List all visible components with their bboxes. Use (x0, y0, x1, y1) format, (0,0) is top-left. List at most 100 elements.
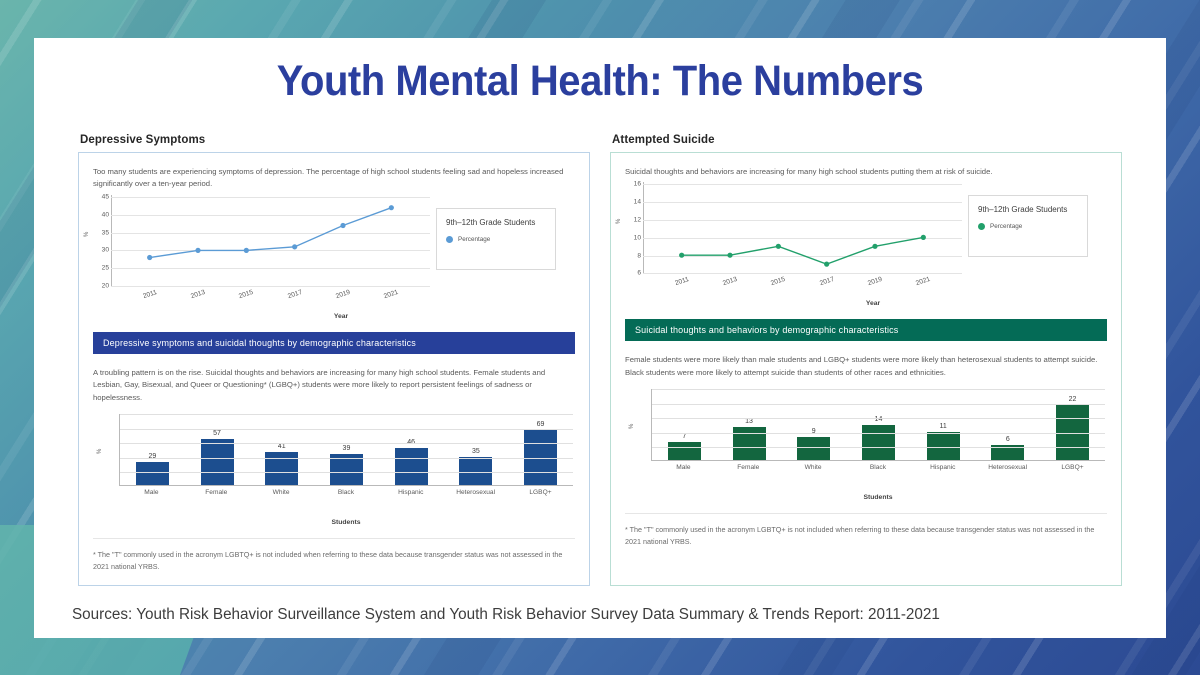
x-axis-tick: 2019 (866, 276, 884, 288)
right-line-y-axis (643, 182, 644, 275)
right-legend-title: 9th–12th Grade Students (978, 205, 1068, 215)
bar-value-label: 29 (148, 453, 156, 460)
y-axis-tick: 12 (633, 216, 641, 224)
bar-item: 41 (253, 414, 311, 486)
bar (394, 448, 428, 486)
right-bar-category-labels: Male Female White Black Hispanic Heterosexual… (651, 464, 1105, 471)
gridline (643, 273, 962, 275)
gridline (652, 432, 1105, 434)
left-footnote: * The "T" commonly used in the acronym L… (93, 550, 563, 571)
suicide-trend-chart: % 6 8 10 12 14 16 2011 2013 2015 2017 2019 2021 (616, 180, 962, 288)
bar-category-label: Hispanic (398, 489, 424, 497)
left-bar-y-axis-label: % (97, 449, 103, 455)
bar-category-label: Female (205, 489, 228, 497)
right-legend-row: Percentage (978, 223, 1078, 231)
left-section-bar: Depressive symptoms and suicidal thought… (93, 331, 575, 354)
bar-item: 7 (655, 389, 713, 461)
bar-value-label: 22 (1068, 396, 1077, 404)
bar-category-label: Black (869, 464, 887, 472)
bar-category-label: LGBQ+ (1061, 464, 1084, 472)
bar-item: 29 (123, 414, 181, 486)
y-axis-tick: 6 (637, 269, 641, 277)
left-line-y-axis (111, 194, 112, 287)
bar-category-label: Heterosexual (456, 489, 496, 497)
y-axis-tick: 40 (101, 211, 109, 219)
x-axis-tick: 2019 (334, 288, 352, 301)
bar-value-label: 13 (745, 418, 753, 426)
bar (797, 437, 831, 461)
gridline (111, 250, 430, 252)
x-axis-tick: 2011 (673, 276, 690, 288)
y-axis-tick: 16 (633, 180, 641, 188)
right-bar-y-axis-label: % (629, 424, 635, 430)
right-column: Attempted Suicide Suicidal thoughts and … (600, 134, 1166, 589)
left-legend-series-label: Percentage (458, 235, 491, 243)
x-axis-tick: 2021 (915, 276, 932, 288)
x-axis-tick: 2011 (141, 288, 158, 300)
bar-category-label: Heterosexual (988, 464, 1028, 472)
bar-value-label: 7 (682, 433, 687, 441)
bar-value-label: 41 (277, 443, 286, 451)
right-legend-series-label: Percentage (990, 223, 1023, 231)
bar-item: 9 (785, 389, 843, 461)
bar-item: 11 (914, 389, 972, 461)
right-line-x-axis-title: Year (865, 300, 881, 308)
gridline (111, 214, 430, 216)
bar-value-label: 9 (812, 428, 816, 435)
bar-value-label: 39 (342, 445, 351, 453)
right-section-bar: Suicidal thoughts and behaviors by demog… (625, 319, 1107, 342)
gridline (111, 285, 430, 287)
bar-category-label: Female (737, 464, 760, 472)
right-section-text: Female students were more likely than ma… (625, 355, 1098, 377)
gridline (652, 389, 1105, 391)
left-bar-category-labels: Male Female White Black Hispanic Heterosexual… (119, 489, 573, 496)
left-bar-x-axis-title: Students (331, 519, 361, 527)
right-chart-legend: 9th–12th Grade Students Percentage (968, 195, 1088, 258)
right-bar-series: 7 13 9 14 11 6 22 (652, 389, 1105, 461)
bar-value-label: 14 (874, 416, 883, 424)
gridline (652, 403, 1105, 405)
gridline (120, 471, 573, 473)
bar-category-label: White (804, 464, 822, 472)
left-legend-row: Percentage (446, 235, 546, 243)
bar-category-label: Hispanic (930, 464, 956, 472)
bar-item: 14 (849, 389, 907, 461)
right-bar-baseline (652, 460, 1105, 462)
bar (991, 445, 1025, 461)
right-card: Suicidal thoughts and behaviors are incr… (610, 152, 1122, 586)
depressive-demographics-chart: % 29 57 41 39 46 35 69 Male Female White Black His… (95, 414, 573, 506)
right-bar-x-axis-title: Students (863, 494, 893, 502)
right-bar-plot: 7 13 9 14 11 6 22 (651, 389, 1105, 462)
line-series (679, 235, 926, 268)
bar-category-label: Male (144, 489, 159, 497)
y-axis-tick: 20 (101, 282, 109, 290)
bar-category-label: Black (337, 489, 355, 497)
bar (861, 425, 895, 461)
left-divider (93, 538, 575, 540)
gridline (111, 268, 430, 270)
y-axis-tick: 10 (633, 234, 641, 242)
gridline (652, 418, 1105, 420)
gridline (652, 447, 1105, 448)
legend-dot-icon (978, 223, 985, 231)
right-section-heading: Attempted Suicide (612, 134, 715, 146)
gridline (120, 428, 573, 430)
bar-value-label: 6 (1005, 436, 1010, 444)
bar (667, 442, 701, 461)
y-axis-tick: 30 (101, 246, 109, 254)
left-legend-title: 9th–12th Grade Students (446, 217, 536, 227)
right-intro-text: Suicidal thoughts and behaviors are incr… (625, 167, 993, 176)
depressive-trend-chart: % 20 25 30 35 40 45 2011 2013 2015 2017 2019 2021 (84, 193, 430, 300)
right-divider (625, 513, 1107, 515)
x-axis-tick: 2017 (286, 288, 303, 301)
bar (200, 439, 234, 486)
gridline (120, 414, 573, 416)
bar (459, 457, 493, 486)
x-axis-tick: 2013 (721, 276, 739, 288)
left-section-text: A troubling pattern is on the rise. Suic… (93, 367, 546, 402)
content-columns: Depressive Symptoms Too many students ar… (34, 134, 1166, 589)
x-axis-tick: 2021 (383, 288, 400, 301)
y-axis-tick: 45 (101, 193, 109, 201)
bar-value-label: 35 (471, 448, 480, 456)
bar-item: 39 (317, 414, 375, 486)
